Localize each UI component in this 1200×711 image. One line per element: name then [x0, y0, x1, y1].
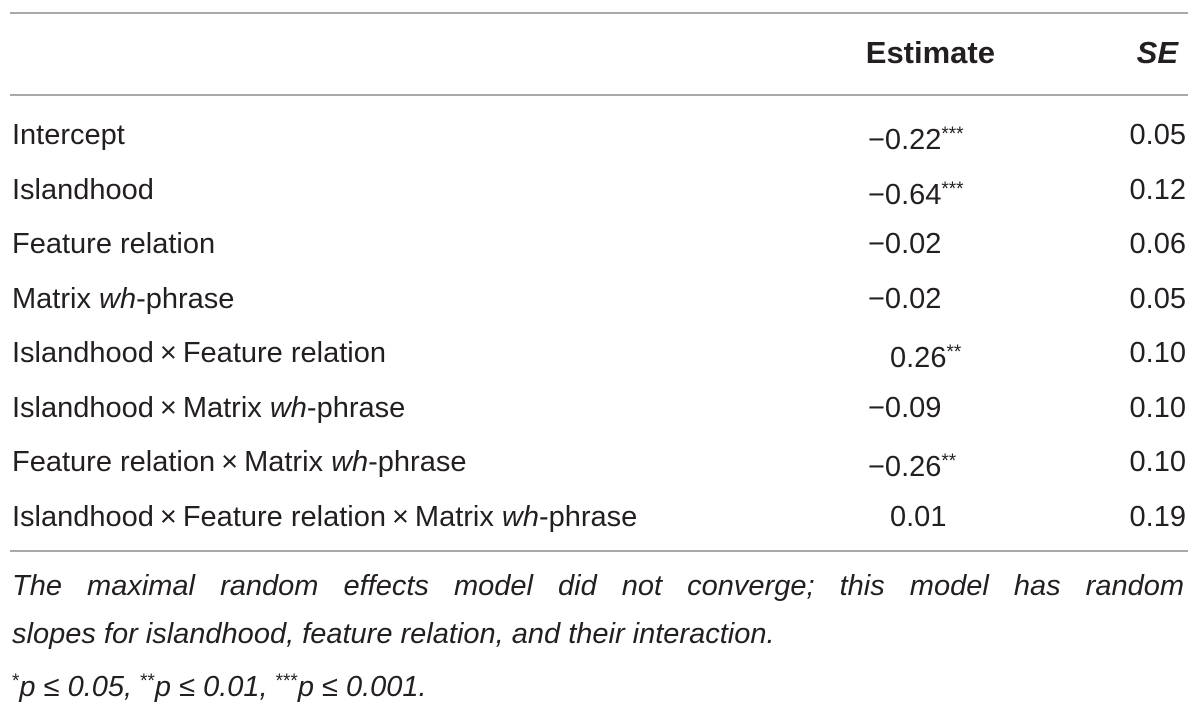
label-text: -phrase — [538, 500, 638, 533]
label-text: Matrix — [182, 391, 270, 424]
estimate-value: −0.09 — [868, 391, 942, 424]
table-row: Feature relation −0.02 0.06 — [0, 219, 1200, 274]
row-label: Intercept — [12, 110, 125, 160]
label-text: -phrase — [306, 391, 406, 424]
estimate-value: 0.26 — [890, 342, 947, 374]
significance-text: p ≤ 0.001. — [297, 671, 427, 703]
label-text: Matrix — [244, 446, 332, 478]
label-text: Feature relation — [12, 446, 216, 478]
interaction-symbol: × — [221, 446, 239, 478]
significance-text: p ≤ 0.05, — [19, 671, 141, 703]
se-cell: 0.10 — [1129, 391, 1186, 424]
label-italic-wh: wh — [331, 446, 369, 478]
estimate-cell: −0.02 — [868, 274, 941, 324]
row-label: Islandhood × Matrix wh-phrase — [12, 383, 405, 433]
label-text: -phrase — [368, 446, 467, 478]
label-italic-wh: wh — [501, 500, 539, 533]
se-cell: 0.05 — [1129, 282, 1186, 315]
se-cell: 0.10 — [1129, 337, 1186, 369]
estimate-cell: 0.01 — [890, 492, 946, 542]
label-italic-wh: wh — [99, 282, 137, 315]
significance-stars: ** — [946, 342, 962, 363]
footnote-model-line-2: slopes for islandhood, feature relation,… — [12, 618, 775, 650]
table-row: Matrix wh-phrase −0.02 0.05 — [0, 274, 1200, 329]
table-footnotes: The maximal random effects model did not… — [12, 562, 1184, 711]
row-label: Islandhood × Feature relation × Matrix wh-ph… — [12, 492, 637, 542]
table-row: Islandhood × Feature relation × Matrix wh-ph… — [0, 492, 1200, 547]
significance-stars: *** — [941, 178, 964, 200]
label-text: Feature relation — [12, 228, 216, 260]
footnote-significance: *p ≤ 0.05, **p ≤ 0.01, ***p ≤ 0.001. — [12, 658, 1184, 711]
label-text: Feature relation — [182, 500, 386, 533]
se-cell: 0.12 — [1129, 173, 1186, 206]
interaction-symbol: × — [391, 500, 409, 533]
label-text: Islandhood — [12, 391, 154, 424]
se-cell: 0.19 — [1129, 500, 1186, 533]
estimate-cell: −0.22*** — [868, 110, 964, 165]
significance-stars: ** — [140, 671, 155, 692]
table-header-rule — [10, 94, 1188, 96]
se-cell: 0.10 — [1129, 446, 1186, 478]
row-label: Feature relation × Matrix wh-phrase — [12, 437, 466, 487]
significance-text: p ≤ 0.01, — [154, 671, 276, 703]
significance-stars: * — [12, 671, 20, 692]
table-row: Feature relation × Matrix wh-phrase −0.26*… — [0, 437, 1200, 492]
label-text: Intercept — [12, 119, 125, 151]
estimate-value: −0.02 — [868, 228, 942, 260]
label-text: Islandhood — [12, 500, 154, 533]
table-top-rule — [10, 12, 1188, 14]
significance-stars: *** — [941, 124, 964, 145]
estimate-value: −0.02 — [868, 282, 942, 315]
row-label: Islandhood — [12, 165, 154, 215]
label-text: Islandhood — [12, 173, 154, 206]
label-text: Matrix — [414, 500, 502, 533]
interaction-symbol: × — [159, 391, 177, 424]
estimate-cell: −0.09 — [868, 383, 941, 433]
row-label: Feature relation — [12, 219, 215, 269]
footnote-model-line-1: The maximal random effects model did not… — [12, 570, 1184, 602]
significance-stars: *** — [275, 671, 298, 692]
row-label: Matrix wh-phrase — [12, 274, 234, 324]
table-row: Intercept −0.22*** 0.05 — [0, 110, 1200, 165]
column-header-se: SE — [1136, 35, 1178, 70]
significance-stars: ** — [941, 451, 957, 472]
estimate-value: −0.64 — [868, 178, 942, 211]
label-text: Matrix — [12, 282, 99, 315]
table-body: Intercept −0.22*** 0.05 Islandhood −0.64… — [0, 110, 1200, 546]
column-header-estimate: Estimate — [865, 35, 995, 70]
estimate-cell: −0.26** — [868, 437, 956, 492]
estimate-value: −0.26 — [868, 451, 942, 483]
interaction-symbol: × — [159, 337, 177, 369]
label-text: Feature relation — [182, 337, 386, 369]
estimate-cell: −0.64*** — [868, 165, 964, 220]
table-bottom-rule — [10, 550, 1188, 552]
se-cell: 0.05 — [1129, 119, 1186, 151]
table-row: Islandhood × Feature relation 0.26** 0.10 — [0, 328, 1200, 383]
table-row: Islandhood −0.64*** 0.12 — [0, 165, 1200, 220]
label-italic-wh: wh — [269, 391, 307, 424]
estimate-value: 0.01 — [890, 500, 947, 533]
interaction-symbol: × — [159, 500, 177, 533]
se-cell: 0.06 — [1129, 228, 1186, 260]
estimate-value: −0.22 — [868, 124, 942, 156]
row-label: Islandhood × Feature relation — [12, 328, 386, 378]
estimate-cell: 0.26** — [890, 328, 961, 383]
table-row: Islandhood × Matrix wh-phrase −0.09 0.10 — [0, 383, 1200, 438]
label-text: -phrase — [136, 282, 235, 315]
label-text: Islandhood — [12, 337, 154, 369]
estimate-cell: −0.02 — [868, 219, 941, 269]
